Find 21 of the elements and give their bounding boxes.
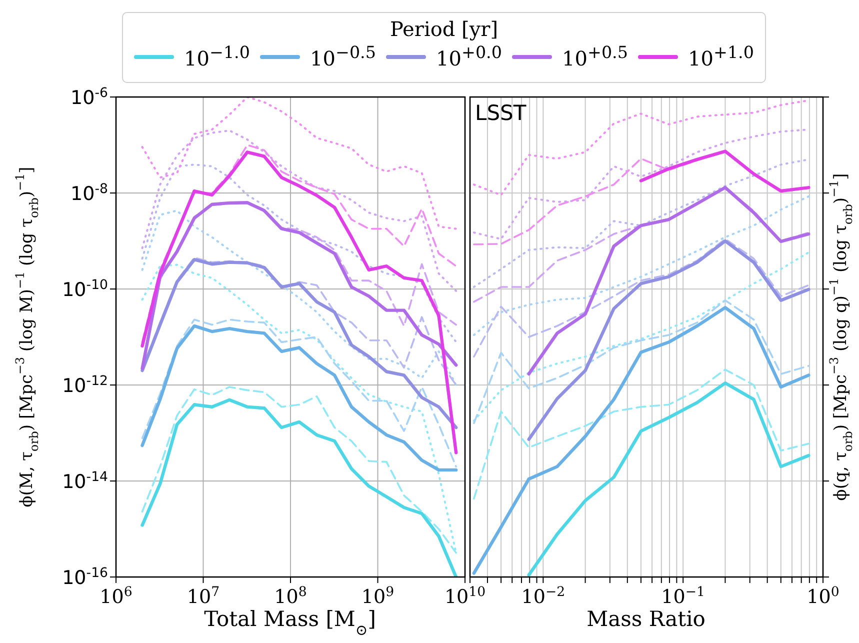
x-tick-label: 10$^{10}$ xyxy=(444,584,486,608)
legend-label: 10$^{−0.5}$ xyxy=(310,43,376,71)
y-tick-label: 10$^{-8}$ xyxy=(70,182,108,205)
y-tick-label: 10$^{-10}$ xyxy=(62,278,108,301)
y-tick-label: 10$^{-6}$ xyxy=(70,86,108,109)
x-tick-label: 10$^{7}$ xyxy=(186,584,220,608)
legend-label: 10$^{−1.0}$ xyxy=(184,43,250,71)
legend-label: 10$^{+0.0}$ xyxy=(436,43,502,71)
x-tick-label: 10$^{−1}$ xyxy=(661,584,705,608)
x-axis-title: Mass Ratio xyxy=(586,607,706,631)
annotation: LSST xyxy=(475,101,526,125)
legend-label: 10$^{+1.0}$ xyxy=(688,43,754,71)
x-tick-label: 10$^{0}$ xyxy=(806,584,840,608)
y-tick-label: 10$^{-12}$ xyxy=(62,374,108,397)
x-tick-label: 10$^{9}$ xyxy=(361,584,394,608)
x-tick-label: 10$^{8}$ xyxy=(274,584,307,608)
legend-label: 10$^{+0.5}$ xyxy=(562,43,628,71)
y-tick-label: 10$^{-14}$ xyxy=(62,470,108,493)
x-axis-title: Total Mass [M$_{⊙}$] xyxy=(204,607,376,638)
x-tick-label: 10$^{−2}$ xyxy=(521,584,566,608)
legend-title: Period [yr] xyxy=(388,17,500,41)
